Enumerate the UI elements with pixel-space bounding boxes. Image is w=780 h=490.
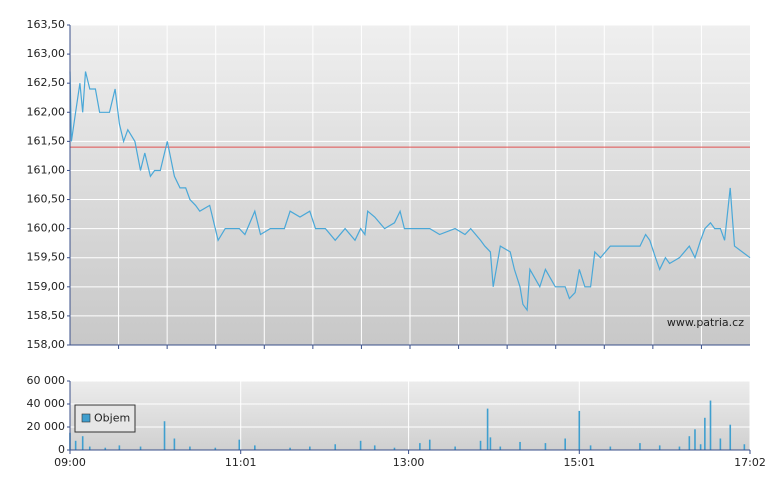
volume-bar [118,445,121,450]
legend-label: Objem [94,412,130,425]
volume-bar [544,443,547,450]
volume-bar [578,410,581,450]
volume-bar [104,447,107,450]
volume-bar [334,444,337,450]
volume-bar [479,440,482,450]
y-tick-label: 163,00 [27,47,66,60]
volume-bar [709,400,712,450]
volume-bar [729,424,732,450]
price-line [69,71,751,312]
volume-plot-area [70,381,750,450]
volume-bar [658,445,661,450]
volume-bar [88,446,91,450]
volume-bar [519,441,521,450]
volume-bar [214,447,217,450]
volume-bar [419,443,421,450]
volume-bar [699,444,702,450]
volume-bar [74,440,77,450]
volume-bar [704,417,706,450]
volume-bar [238,439,241,450]
volume-bar [359,440,362,450]
volume-bar [688,436,691,450]
y-tick-label: 161,50 [27,134,66,147]
volume-bar [373,445,376,450]
y-tick-label: 40 000 [27,397,66,410]
volume-bar [564,438,566,450]
volume-bar [81,436,84,450]
watermark: www.patria.cz [667,316,744,329]
volume-bar [609,446,612,450]
volume-bar [678,446,681,450]
x-tick-label: 17:02 [734,456,766,469]
volume-bar [428,439,431,450]
y-tick-label: 162,00 [27,105,66,118]
volume-bar [743,444,746,450]
volume-bar [719,438,722,450]
y-tick-label: 60 000 [27,374,66,387]
y-tick-label: 159,50 [27,251,66,264]
x-tick-label: 15:01 [563,456,595,469]
volume-bar [589,445,592,450]
volume-bar [694,429,696,450]
volume-bar [454,446,456,450]
y-tick-label: 158,50 [27,309,66,322]
y-tick-label: 160,50 [27,193,66,206]
x-tick-label: 11:01 [225,456,257,469]
volume-bar [499,446,502,450]
volume-bar [639,443,641,450]
volume-bar [489,437,492,450]
volume-bar [173,438,176,450]
y-tick-label: 160,00 [27,222,66,235]
y-tick-label: 161,00 [27,163,66,176]
volume-bar [189,446,191,450]
legend-swatch [81,413,91,423]
volume-bar [163,421,166,450]
price-panel: 158,00 158,50 159,00 159,50 160,00 160,50 161,… [27,18,751,351]
y-tick-label: 0 [58,443,65,456]
x-tick-label: 13:00 [393,456,425,469]
volume-bar [393,447,396,450]
volume-bar [309,446,311,450]
y-tick-label: 162,50 [27,76,66,89]
volume-bar [139,446,142,450]
y-tick-label: 158,00 [27,338,66,351]
y-tick-label: 159,00 [27,280,66,293]
y-tick-label: 163,50 [27,18,66,31]
x-tick-label: 09:00 [54,456,86,469]
volume-bar [254,445,256,450]
y-tick-label: 20 000 [27,420,66,433]
volume-bar [486,408,489,450]
volume-bar [289,447,291,450]
